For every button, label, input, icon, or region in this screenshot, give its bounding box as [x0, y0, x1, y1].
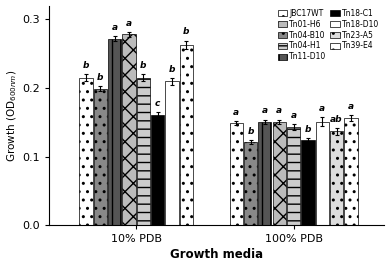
Bar [165, 81, 179, 225]
Bar [330, 131, 343, 225]
Bar [301, 140, 314, 225]
Text: a: a [262, 107, 268, 115]
Text: a: a [233, 108, 239, 117]
Text: a: a [348, 102, 354, 111]
Bar [108, 38, 121, 225]
Text: c: c [155, 99, 160, 108]
Text: a: a [112, 23, 118, 32]
Legend: JBC17WT, Tn01-H6, Tn04-B10, Tn04-H1, Tn11-D10, Tn18-C1, Tn18-D10, Tn23-A5, Tn39-: JBC17WT, Tn01-H6, Tn04-B10, Tn04-H1, Tn1… [277, 7, 381, 63]
Bar [79, 78, 92, 225]
Bar [151, 115, 164, 225]
Text: b: b [247, 127, 254, 136]
Text: b: b [83, 61, 89, 70]
Text: a: a [126, 18, 132, 28]
Text: a: a [291, 111, 296, 120]
Bar [122, 34, 136, 225]
Text: b: b [183, 28, 190, 37]
Bar [344, 118, 358, 225]
X-axis label: Growth media: Growth media [170, 249, 263, 261]
Bar [316, 121, 329, 225]
Text: b: b [140, 61, 147, 70]
Y-axis label: Growth (OD$_{600nm}$): Growth (OD$_{600nm}$) [5, 69, 19, 162]
Text: a: a [276, 107, 282, 115]
Bar [287, 127, 300, 225]
Text: b: b [305, 125, 311, 134]
Bar [230, 123, 243, 225]
Bar [180, 45, 193, 225]
Text: ab: ab [330, 115, 343, 124]
Text: b: b [97, 73, 104, 82]
Bar [244, 142, 257, 225]
Bar [94, 89, 107, 225]
Text: b: b [169, 65, 175, 73]
Bar [273, 121, 286, 225]
Bar [258, 121, 271, 225]
Bar [136, 78, 150, 225]
Text: a: a [319, 104, 325, 113]
